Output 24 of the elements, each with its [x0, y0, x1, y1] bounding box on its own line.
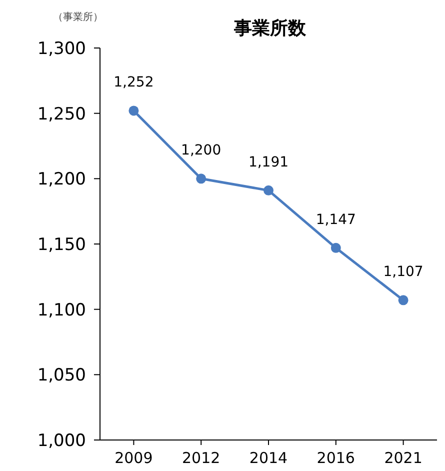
x-tick-label: 2009 [114, 449, 153, 467]
y-axis-title: （事業所） [53, 11, 103, 23]
chart-title: 事業所数 [233, 18, 307, 39]
x-tick-label: 2014 [249, 449, 288, 467]
y-tick-label: 1,100 [37, 300, 86, 320]
text: 1,252 [114, 74, 154, 91]
text: 1,200 [181, 142, 222, 159]
x-tick-label: 2016 [316, 449, 355, 467]
point [196, 174, 206, 184]
point [330, 242, 341, 253]
text: 1,107 [383, 264, 424, 280]
y-tick-label: 1,000 [37, 431, 86, 451]
y-tick-label: 1,200 [37, 170, 86, 190]
text: 1,147 [316, 212, 356, 228]
x-tick-label: 2012 [182, 449, 220, 467]
point [264, 185, 274, 196]
y-tick-label: 1,250 [37, 104, 86, 124]
y-tick-label: 1,300 [37, 39, 86, 59]
point [398, 295, 408, 306]
y-tick-label: 1,150 [37, 235, 86, 255]
y-tick-label: 1,050 [37, 366, 86, 386]
text: 1,191 [248, 154, 289, 170]
x-tick-label: 2021 [384, 449, 422, 467]
point [128, 106, 139, 116]
